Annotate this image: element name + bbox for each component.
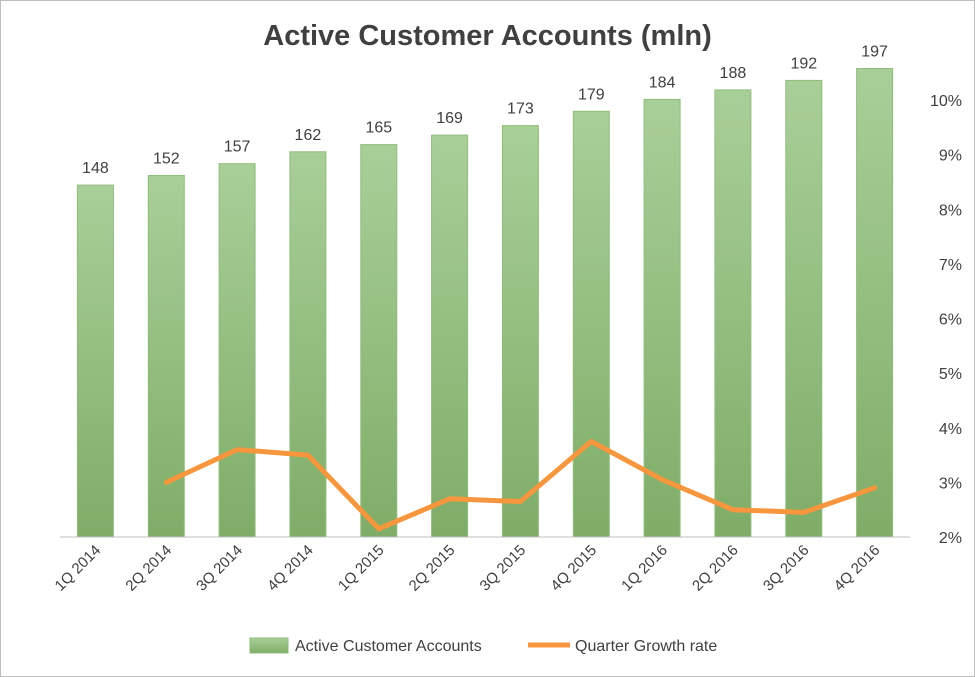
bar-value-label: 162: [295, 127, 322, 144]
bar-6: [501, 125, 539, 538]
chart-title: Active Customer Accounts (mln): [263, 20, 712, 52]
x-tick-label: 1Q 2014: [52, 542, 105, 595]
bar-8: [643, 98, 681, 538]
right-y-tick-label: 4%: [939, 421, 962, 438]
growth-rate-line: [163, 438, 878, 532]
right-y-tick-label: 5%: [939, 366, 962, 383]
bar-value-label: 169: [436, 110, 463, 127]
x-tick-label: 4Q 2015: [547, 542, 600, 595]
legend-bar-label: Active Customer Accounts: [295, 638, 482, 655]
bar-value-label: 184: [649, 74, 676, 91]
bar-10: [785, 79, 823, 538]
right-y-tick-label: 8%: [939, 202, 962, 219]
bar-2: [218, 163, 256, 538]
x-tick-label: 3Q 2015: [477, 542, 530, 595]
bar-11: [856, 68, 894, 538]
x-tick-label: 1Q 2016: [618, 542, 671, 595]
bar-9: [714, 89, 752, 538]
x-tick-label: 2Q 2014: [122, 542, 175, 595]
right-y-tick-label: 3%: [939, 475, 962, 492]
bar-value-label: 173: [507, 101, 534, 118]
x-tick-label: 2Q 2016: [689, 542, 742, 595]
bar-7: [572, 110, 610, 538]
right-y-tick-label: 9%: [939, 148, 962, 165]
right-y-tick-label: 7%: [939, 257, 962, 274]
x-tick-label: 2Q 2015: [406, 542, 459, 595]
right-y-tick-label: 6%: [939, 312, 962, 329]
right-y-tick-label: 2%: [939, 530, 962, 547]
x-tick-label: 3Q 2014: [193, 542, 246, 595]
bar-0: [76, 184, 114, 538]
bar-4: [360, 144, 398, 538]
bar-value-label: 188: [720, 65, 747, 82]
x-tick-label: 4Q 2014: [264, 542, 317, 595]
bar-value-label: 148: [82, 160, 109, 177]
x-tick-label: 1Q 2015: [335, 542, 388, 595]
bar-value-label: 165: [365, 120, 392, 137]
x-tick-label: 4Q 2016: [831, 542, 884, 595]
bar-3: [289, 151, 327, 538]
legend-bar-swatch: [249, 637, 289, 654]
right-y-tick-label: 10%: [930, 93, 962, 110]
bar-value-label: 152: [153, 151, 180, 168]
bar-value-label: 192: [790, 55, 817, 72]
bar-value-label: 157: [224, 139, 251, 156]
legend-line-label: Quarter Growth rate: [575, 638, 717, 655]
bar-value-label: 197: [861, 44, 888, 61]
bar-5: [431, 134, 469, 538]
bar-value-label: 179: [578, 86, 605, 103]
x-tick-label: 3Q 2016: [760, 542, 813, 595]
